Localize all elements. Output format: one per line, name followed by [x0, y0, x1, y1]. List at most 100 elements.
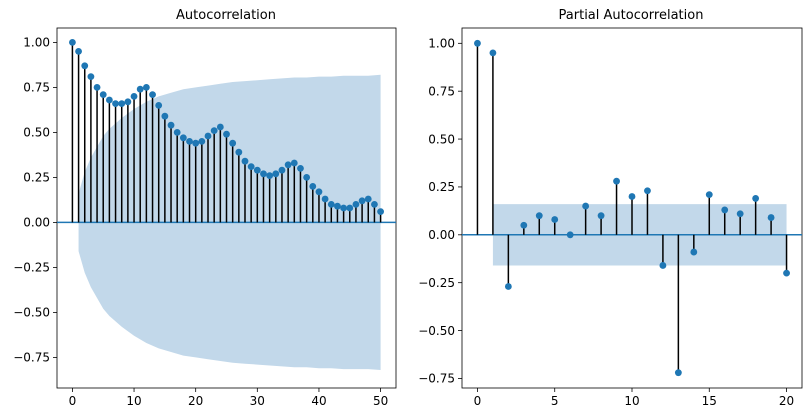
data-point — [783, 269, 790, 277]
data-point — [309, 183, 317, 190]
data-point — [99, 91, 107, 98]
x-tick-label: 10 — [624, 394, 639, 408]
data-point — [235, 148, 243, 156]
data-point — [752, 195, 760, 202]
data-point — [371, 201, 378, 208]
data-point — [613, 177, 620, 185]
y-tick-label: 0.75 — [23, 81, 50, 95]
axes-frame — [56, 27, 397, 389]
x-tick-label: 0 — [474, 394, 482, 408]
data-point — [284, 161, 292, 169]
data-point — [290, 159, 298, 167]
y-tick-label: 0.25 — [428, 180, 455, 194]
data-point — [136, 85, 144, 93]
data-point — [364, 195, 372, 203]
y-tick-label: −0.75 — [418, 372, 455, 386]
data-point — [321, 195, 329, 203]
x-tick-label: 10 — [126, 394, 141, 408]
data-point — [504, 283, 512, 290]
x-tick-label: 30 — [250, 394, 265, 408]
data-point — [278, 166, 286, 174]
y-tick-label: −0.25 — [418, 276, 455, 290]
data-point — [155, 102, 163, 109]
y-tick-label: 1.00 — [23, 36, 50, 50]
x-tick-label: 40 — [311, 394, 326, 408]
y-tick-label: 0.00 — [23, 216, 50, 230]
data-point — [690, 248, 698, 256]
data-point — [179, 134, 187, 142]
data-point — [377, 208, 384, 216]
x-tick-label: 50 — [373, 394, 388, 408]
data-point — [597, 212, 605, 220]
data-point — [767, 214, 775, 221]
data-point — [124, 98, 132, 106]
data-point — [535, 212, 543, 220]
data-point — [566, 231, 574, 239]
data-point — [192, 139, 200, 147]
data-point — [105, 96, 113, 104]
data-point — [644, 187, 651, 195]
data-point — [315, 188, 323, 196]
data-point — [303, 174, 311, 181]
data-point — [266, 172, 274, 180]
y-tick-label: −0.75 — [13, 351, 50, 365]
data-point — [210, 127, 218, 134]
x-tick-label: 5 — [551, 394, 559, 408]
data-point — [346, 204, 354, 212]
y-tick-label: −0.50 — [418, 324, 455, 338]
data-point — [87, 73, 95, 80]
data-point — [358, 197, 366, 205]
data-point — [297, 165, 304, 172]
data-point — [229, 139, 237, 147]
data-point — [551, 216, 559, 223]
data-point — [628, 193, 636, 200]
data-point — [93, 84, 101, 91]
data-point — [69, 39, 76, 46]
data-point — [161, 112, 169, 120]
data-point — [474, 39, 481, 47]
x-tick-label: 15 — [702, 394, 717, 408]
data-point — [186, 138, 193, 145]
data-point — [520, 221, 528, 229]
data-point — [81, 62, 89, 70]
acf-title: Autocorrelation — [176, 8, 276, 23]
data-point — [489, 49, 497, 57]
y-tick-label: 0.50 — [23, 126, 50, 140]
pacf-plot-area: 0 5 10 15 20 −0.75 −0.50 −0.25 0.00 0.25 0.50 0.75 1… — [418, 27, 803, 408]
data-point — [253, 166, 261, 174]
data-point — [75, 48, 82, 55]
data-point — [260, 170, 267, 178]
pacf-title: Partial Autocorrelation — [559, 8, 704, 23]
y-tick-label: 0.75 — [428, 84, 455, 98]
data-point — [130, 93, 138, 100]
data-point — [272, 170, 280, 178]
data-point — [198, 138, 206, 145]
data-point — [142, 84, 150, 91]
data-point — [216, 123, 224, 131]
data-point — [705, 191, 713, 198]
data-point — [659, 262, 667, 269]
data-point — [352, 201, 360, 208]
data-point — [118, 100, 126, 107]
data-point — [204, 132, 212, 140]
data-point — [674, 369, 682, 377]
data-point — [167, 121, 175, 129]
x-tick-label: 20 — [188, 394, 203, 408]
data-point — [223, 130, 230, 138]
pacf-chart: Partial Autocorrelation 0 5 10 15 20 −0.75 −0.… — [418, 8, 803, 408]
y-tick-label: 0.25 — [23, 171, 50, 185]
y-tick-label: −0.50 — [13, 306, 50, 320]
x-tick-label: 0 — [69, 394, 77, 408]
data-point — [340, 204, 348, 212]
data-point — [173, 129, 181, 136]
acf-plot-area: 0 10 20 30 40 50 −0.75 −0.50 −0.25 0.00 0.25 0.50 0.… — [13, 27, 397, 408]
data-point — [334, 202, 341, 210]
data-point — [736, 210, 744, 218]
data-point — [721, 206, 729, 214]
data-point — [149, 91, 156, 98]
data-point — [112, 100, 119, 107]
data-point — [327, 201, 335, 208]
data-point — [582, 202, 590, 210]
acf-chart: Autocorrelation 0 10 20 30 40 50 −0.75 −0.50 −0.… — [13, 8, 397, 408]
